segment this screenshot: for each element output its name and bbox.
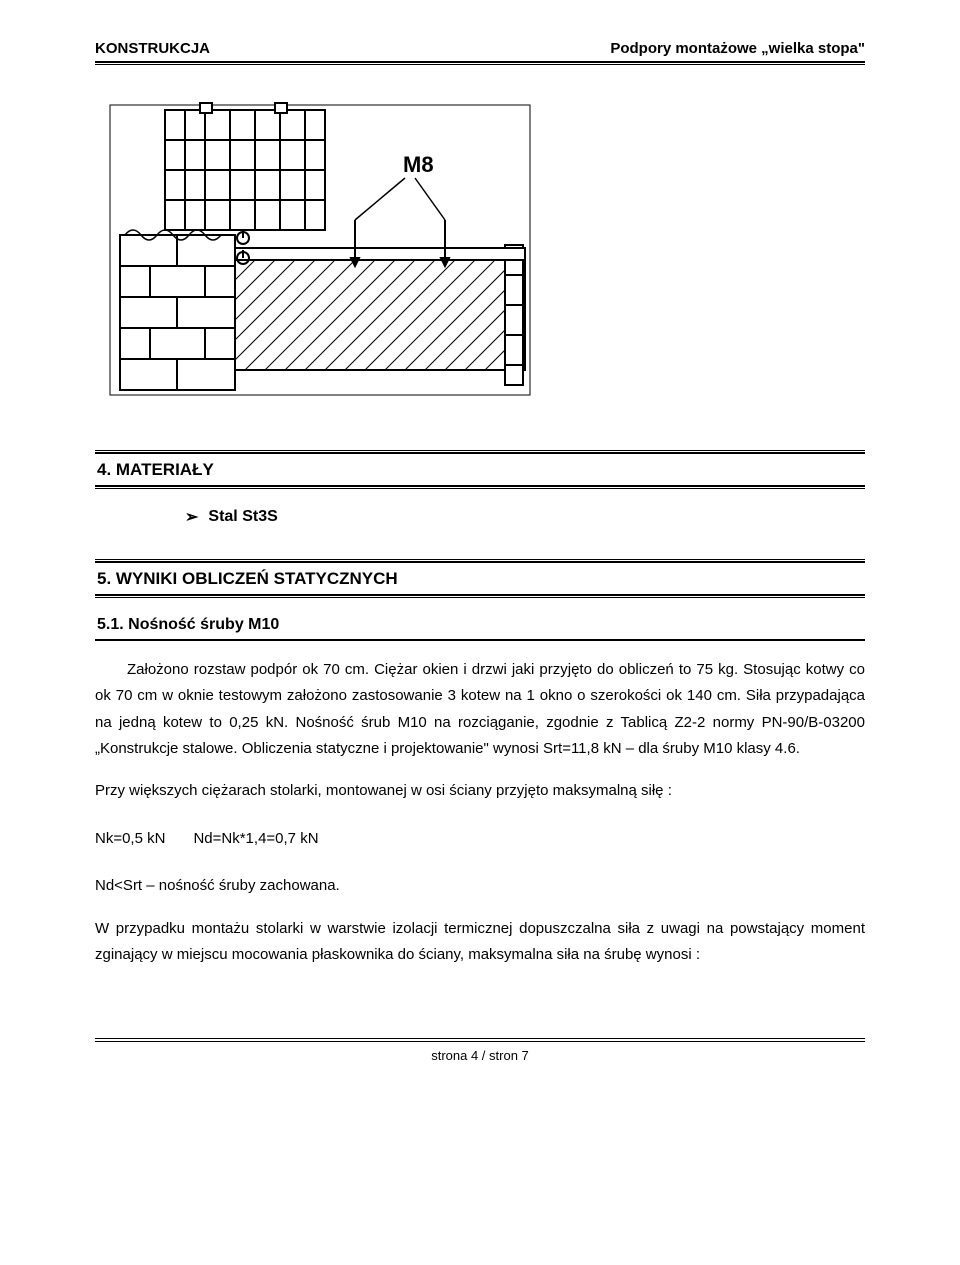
paragraph-5-1-c: Nd<Srt – nośność śruby zachowana. xyxy=(95,873,865,899)
material-item: Stal St3S xyxy=(208,508,277,526)
material-bullet: ➢ Stal St3S xyxy=(185,507,865,527)
formula-nd: Nd=Nk*1,4=0,7 kN xyxy=(193,830,318,847)
paragraph-5-1-a: Założono rozstaw podpór ok 70 cm. Ciężar… xyxy=(95,657,865,762)
section-5-1-heading: 5.1. Nośność śruby M10 xyxy=(95,610,865,639)
paragraph-5-1-b: Przy większych ciężarach stolarki, monto… xyxy=(95,778,865,804)
bullet-arrow-icon: ➢ xyxy=(185,507,198,527)
header-underline xyxy=(95,64,865,65)
page-number: strona 4 / stron 7 xyxy=(95,1042,865,1063)
page-footer: strona 4 / stron 7 xyxy=(95,1038,865,1063)
technical-drawing: M8 xyxy=(105,100,535,400)
section-4-heading: 4. MATERIAŁY xyxy=(95,454,865,485)
section-5-heading: 5. WYNIKI OBLICZEŃ STATYCZNYCH xyxy=(95,563,865,594)
header-right: Podpory montażowe „wielka stopa" xyxy=(610,40,865,57)
header-left: KONSTRUKCJA xyxy=(95,40,210,57)
formula-line: Nk=0,5 kN Nd=Nk*1,4=0,7 kN xyxy=(95,830,865,847)
paragraph-5-1-d: W przypadku montażu stolarki w warstwie … xyxy=(95,916,865,969)
formula-nk: Nk=0,5 kN xyxy=(95,830,165,847)
figure-label: M8 xyxy=(403,152,434,177)
page-header: KONSTRUKCJA Podpory montażowe „wielka st… xyxy=(95,40,865,63)
